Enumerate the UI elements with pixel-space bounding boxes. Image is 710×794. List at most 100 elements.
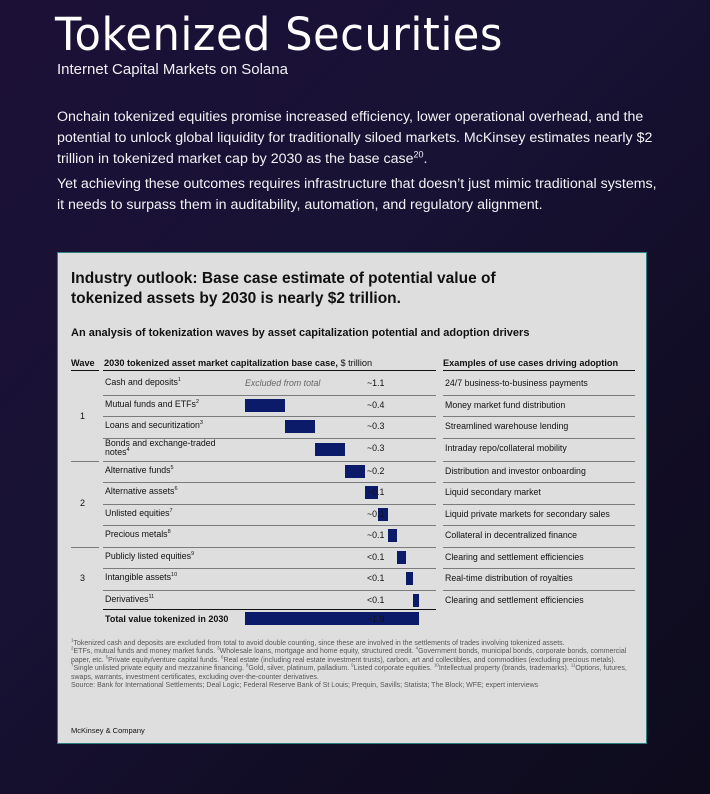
value-bar (285, 420, 315, 434)
row-rule (103, 525, 436, 526)
table-row: Derivatives11 <0.1 Clearing and settlement… (58, 590, 648, 612)
asset-label: Derivatives11 (105, 594, 154, 604)
asset-footnote-ref: 8 (167, 529, 171, 536)
market-cap-header-unit: $ trillion (337, 358, 373, 368)
row-rule (103, 482, 436, 483)
value-bar (345, 464, 365, 478)
row-rule (103, 437, 436, 439)
use-case-label: Clearing and settlement efficiencies (445, 551, 584, 562)
asset-footnote-ref: 3 (199, 420, 203, 427)
footnote-text: Options, futures, swaps, warrants, inves… (71, 665, 627, 681)
value-bar (315, 442, 345, 456)
footnote-text: Government bonds, municipal bonds, corpo… (71, 648, 627, 664)
asset-label-line-1: Bonds and exchange-traded (105, 437, 216, 448)
excluded-label: Excluded from total (245, 378, 321, 388)
value-label: ~0.1 (367, 530, 385, 540)
asset-label: Alternative assets6 (105, 486, 178, 496)
asset-label-text: Mutual funds and ETFs (105, 398, 196, 409)
value-label: <0.1 (367, 594, 385, 605)
wave-divider (71, 546, 99, 548)
use-case-label: Distribution and investor onboarding (445, 465, 586, 476)
asset-label-text: Alternative assets (105, 486, 175, 496)
use-case-rule (443, 460, 635, 462)
use-case-rule (443, 394, 635, 396)
page-title: Tokenized Securities (55, 8, 503, 61)
footnote-number: 7 (71, 662, 74, 668)
use-case-label: Collateral in decentralized finance (445, 530, 578, 540)
use-case-rule (443, 589, 635, 591)
asset-footnote-ref: 9 (191, 550, 195, 557)
value-bar (406, 572, 413, 586)
total-top-rule (103, 609, 436, 610)
footnote-text: Real estate (including real estate inves… (223, 656, 616, 664)
asset-label: Loans and securitization3 (105, 420, 203, 430)
use-case-rule (443, 482, 635, 483)
footnote-text: Tokenized cash and deposits are excluded… (73, 640, 565, 647)
asset-label: Unlisted equities7 (105, 508, 173, 518)
asset-label-text: Cash and deposits (105, 377, 178, 387)
value-label: ~0.3 (367, 421, 385, 431)
wave-divider (71, 460, 99, 462)
value-label: ~1.1 (367, 378, 385, 388)
row-rule (103, 546, 436, 548)
use-case-label: Real-time distribution of royalties (445, 573, 573, 583)
use-case-rule (443, 437, 635, 439)
asset-label-text: Intangible assets (105, 572, 172, 582)
asset-label: Cash and deposits1 (105, 377, 181, 387)
use-case-label: Money market fund distribution (445, 399, 566, 410)
value-bar (245, 398, 285, 412)
intro-p1-end: . (423, 151, 428, 167)
footnote-number: 10 (433, 662, 439, 668)
use-case-rule (443, 503, 635, 505)
asset-footnote-ref: 1 (177, 377, 181, 384)
use-case-label: Clearing and settlement efficiencies (445, 594, 584, 605)
table-row: Unlisted equities7 ~0.1 Liquid private mar… (58, 504, 648, 526)
footnote-text: Intellectual property (brands, trademark… (438, 665, 571, 673)
asset-label: Mutual funds and ETFs2 (105, 398, 200, 409)
exhibit-card: Industry outlook: Base case estimate of … (57, 252, 647, 744)
footnote-number: 3 (217, 646, 220, 652)
table-row: Publicly listed equities9 <0.1 Clearing an… (58, 547, 648, 569)
asset-footnote-ref: 5 (170, 464, 174, 471)
use-case-label: Streamlined warehouse lending (445, 421, 569, 431)
value-bar (378, 507, 388, 521)
table-row: Alternative funds5 ~0.2 Distribution and i… (58, 461, 648, 483)
source-note: Source: Bank for International Settlemen… (71, 682, 539, 690)
footnote-number: 4 (415, 646, 419, 652)
asset-label-text: Publicly listed equities (105, 550, 192, 561)
use-case-rule (443, 568, 635, 569)
total-value-label: ~1.9 (367, 614, 385, 624)
use-case-label: Intraday repo/collateral mobility (445, 442, 567, 453)
row-rule (103, 568, 436, 569)
intro-paragraph-1: Onchain tokenized equities promise incre… (57, 107, 667, 170)
value-bar (365, 486, 378, 500)
exhibit-subtitle: An analysis of tokenization waves by ass… (71, 327, 530, 339)
use-case-label: Liquid secondary market (445, 487, 541, 497)
value-label: ~0.3 (367, 442, 385, 453)
market-header-rule (103, 370, 436, 371)
value-bar (397, 550, 406, 564)
wave-number: 2 (80, 497, 86, 508)
wave-column-header: Wave (71, 358, 95, 368)
value-label: <0.1 (367, 573, 385, 583)
page-subtitle: Internet Capital Markets on Solana (57, 61, 288, 78)
footnote-number: 11 (570, 662, 576, 668)
market-cap-column-header: 2030 tokenized asset market capitalizati… (104, 358, 372, 368)
row-rule (103, 460, 436, 462)
table-row: Cash and deposits1 Excluded from total ~1.… (58, 373, 648, 396)
exhibit-title: Industry outlook: Base case estimate of … (71, 270, 496, 307)
use-case-rule (443, 546, 635, 548)
table-row: Intangible assets10 <0.1 Real-time distrib… (58, 568, 648, 591)
row-rule (103, 589, 436, 591)
asset-label-text: Precious metals (105, 529, 168, 539)
asset-label-text: Alternative funds (105, 464, 171, 475)
table-row: Loans and securitization3 ~0.3 Streamlined… (58, 416, 648, 439)
footnote-text: Private equity/venture capital funds. (108, 656, 221, 664)
asset-label: Alternative funds5 (105, 464, 174, 475)
footnote-text: Gold, silver, platinum, palladium. (248, 665, 352, 673)
value-label: <0.1 (367, 551, 385, 562)
asset-footnote-ref: 2 (195, 398, 200, 405)
row-rule (103, 416, 436, 417)
brand-logo-text: McKinsey & Company (71, 726, 145, 735)
value-label: ~0.4 (367, 399, 385, 410)
